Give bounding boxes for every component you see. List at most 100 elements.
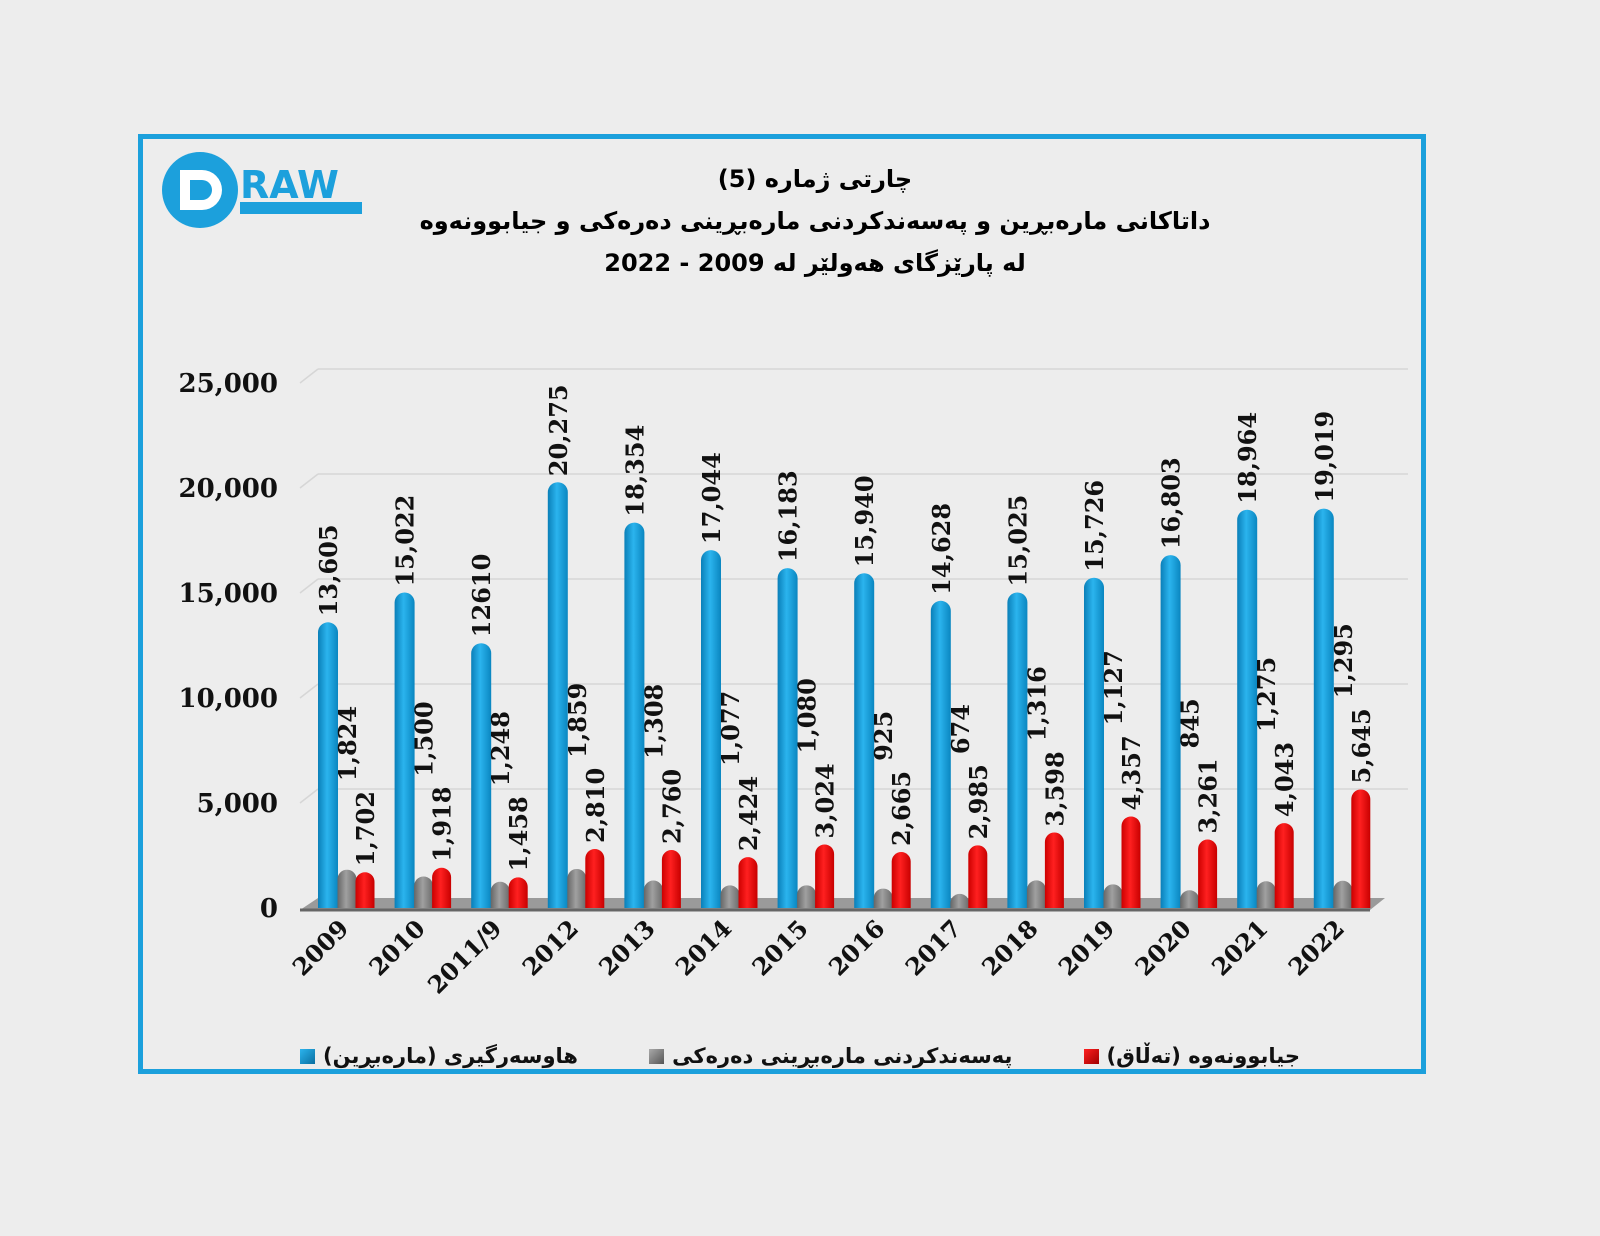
data-label-divorce: 1,918	[428, 787, 457, 862]
data-label-divorce: 5,645	[1347, 708, 1376, 783]
data-label-foreign-marriage: 1,500	[410, 701, 439, 776]
x-tick-label: 2013	[593, 914, 661, 982]
bar-divorce	[738, 857, 758, 908]
chart-frame	[138, 134, 1426, 1074]
bar-marriage	[701, 550, 721, 908]
bar-divorce	[815, 844, 835, 908]
bar-marriage	[1160, 555, 1181, 908]
bar-marriage	[624, 522, 645, 908]
data-label-marriage: 14,628	[927, 503, 956, 595]
x-tick-label: 2010	[363, 914, 431, 982]
bar-marriage	[930, 600, 951, 908]
data-label-marriage: 12610	[467, 554, 496, 638]
chart-title: چارتی ژمارە (5) داتاکانی مارەبڕین و پەسە…	[385, 158, 1245, 284]
bar-foreign-marriage	[873, 888, 893, 908]
legend-swatch	[1083, 1048, 1099, 1064]
bar-foreign-marriage	[414, 876, 434, 908]
bar-foreign-marriage	[950, 893, 970, 908]
bar-marriage	[547, 482, 568, 908]
bar-foreign-marriage	[1256, 881, 1276, 908]
data-label-divorce: 2,424	[734, 776, 763, 851]
bar-divorce	[1351, 789, 1371, 908]
data-label-foreign-marriage: 1,308	[639, 684, 668, 759]
data-label-marriage: 13,605	[314, 524, 343, 616]
data-label-divorce: 4,357	[1117, 735, 1146, 810]
x-tick-label: 2014	[670, 914, 738, 982]
bar-divorce	[891, 852, 911, 908]
bar-marriage	[1237, 509, 1258, 908]
x-tick-label: 2017	[899, 914, 967, 982]
data-label-foreign-marriage: 1,295	[1329, 623, 1358, 698]
bar-foreign-marriage	[797, 885, 817, 908]
legend-item-foreign-marriage: پەسەندکردنی مارەبڕینی دەرەکی	[649, 1036, 1012, 1076]
data-label-divorce: 3,261	[1194, 758, 1223, 833]
data-label-marriage: 20,275	[544, 384, 573, 476]
bar-divorce	[508, 877, 528, 908]
bar-marriage	[1084, 577, 1104, 908]
bar-divorce	[661, 850, 681, 908]
data-label-foreign-marriage: 1,077	[716, 691, 745, 766]
data-label-marriage: 16,803	[1157, 457, 1186, 549]
title-line-1: چارتی ژمارە (5)	[717, 165, 913, 193]
draw-logo: RAW	[162, 152, 372, 232]
x-tick-label: 2009	[287, 914, 355, 982]
y-tick-label: 25,000	[178, 369, 278, 399]
bar-foreign-marriage	[1333, 880, 1353, 908]
data-label-divorce: 4,043	[1270, 742, 1299, 817]
data-label-foreign-marriage: 1,127	[1099, 650, 1128, 725]
legend-swatch	[300, 1048, 316, 1064]
y-tick-label: 5,000	[197, 789, 278, 819]
bar-foreign-marriage	[1103, 884, 1123, 908]
data-label-divorce: 2,760	[657, 769, 686, 844]
x-tick-label: 2020	[1129, 914, 1197, 982]
data-label-foreign-marriage: 1,824	[333, 706, 362, 781]
gridline-depth	[299, 368, 319, 384]
bar-foreign-marriage	[490, 881, 510, 908]
legend-label: هاوسەرگیری (مارەبڕین)	[323, 1044, 578, 1068]
data-label-foreign-marriage: 674	[946, 704, 975, 754]
data-label-foreign-marriage: 1,080	[793, 678, 822, 753]
bar-foreign-marriage	[567, 868, 587, 908]
legend-item-divorce: جیابوونەوە (تەڵاق)	[1083, 1036, 1300, 1076]
gridline-depth	[299, 473, 319, 489]
bar-marriage	[318, 622, 338, 908]
bar-divorce	[1044, 832, 1064, 908]
data-label-divorce: 1,702	[351, 791, 380, 866]
legend: جیابوونەوە (تەڵاق) پەسەندکردنی مارەبڕینی…	[300, 1036, 1300, 1076]
bar-marriage	[1313, 508, 1334, 908]
gridline-depth	[299, 788, 319, 804]
bar-foreign-marriage	[1026, 880, 1046, 908]
y-tick-label: 10,000	[178, 684, 278, 714]
svg-text:RAW: RAW	[240, 163, 339, 207]
data-label-foreign-marriage: 1,248	[486, 711, 515, 786]
legend-swatch	[649, 1048, 665, 1064]
bar-divorce	[968, 845, 988, 908]
bar-divorce	[1274, 823, 1294, 908]
x-tick-label: 2011/9	[422, 914, 508, 1000]
data-label-marriage: 19,019	[1310, 411, 1339, 503]
bar-marriage	[394, 592, 415, 908]
data-label-marriage: 15,025	[1003, 495, 1032, 587]
data-label-marriage: 18,964	[1233, 412, 1262, 504]
data-label-marriage: 18,354	[620, 425, 649, 517]
x-tick-label: 2012	[516, 914, 584, 982]
y-tick-label: 0	[260, 894, 278, 924]
x-tick-label: 2021	[1206, 914, 1274, 982]
data-label-marriage: 15,940	[850, 475, 879, 567]
bar-foreign-marriage	[337, 869, 357, 908]
data-label-divorce: 3,024	[811, 763, 840, 838]
x-tick-label: 2019	[1053, 914, 1121, 982]
bar-divorce	[355, 872, 375, 908]
y-tick-label: 20,000	[178, 474, 278, 504]
data-label-marriage: 16,183	[774, 470, 803, 562]
data-label-marriage: 15,022	[391, 495, 420, 587]
data-label-divorce: 2,665	[887, 771, 916, 846]
bar-marriage	[777, 568, 798, 908]
data-label-divorce: 1,458	[504, 796, 533, 871]
x-tick-label: 2018	[976, 914, 1044, 982]
data-label-divorce: 2,985	[964, 764, 993, 839]
y-tick-label: 15,000	[178, 579, 278, 609]
chart-floor	[300, 898, 1385, 910]
bar-marriage	[854, 573, 875, 908]
